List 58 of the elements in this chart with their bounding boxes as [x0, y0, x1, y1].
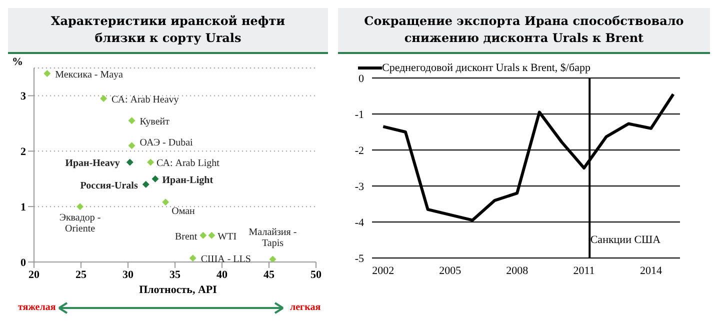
chart-title: Сокращение экспорта Ирана способствовало снижению дисконта Urals к Brent: [338, 8, 710, 54]
point: [208, 232, 216, 239]
y-tick-label: 1: [20, 201, 26, 214]
x-tick-label: 40: [216, 268, 228, 281]
annotation: Малайзия - Tapis: [248, 227, 297, 250]
x-tick-label: 20: [28, 268, 40, 281]
annotation: СА: Arab Heavy: [112, 94, 179, 106]
point: [152, 175, 159, 182]
point: [162, 198, 170, 206]
annotation: СА: Arab Light: [156, 158, 220, 170]
x-axis-title: Плотность, API: [138, 284, 218, 298]
x-tick-label: 2014: [640, 264, 662, 277]
x-tick-label: 25: [76, 268, 87, 281]
x-tick-label: 45: [264, 268, 275, 281]
annotation: WTI: [218, 231, 237, 242]
x-tick-label: 2005: [439, 264, 462, 277]
annotation: Иран-Light: [162, 174, 214, 186]
x-tick-label: 30: [122, 268, 134, 281]
y-tick-label: 0: [358, 72, 364, 85]
point: [189, 254, 196, 262]
annotation: Эквадор - Oriente: [59, 212, 101, 235]
x-tick-label: 50: [310, 268, 322, 281]
point: [200, 232, 207, 239]
x-tick-label: 35: [170, 268, 181, 281]
y-tick-label: -5: [354, 252, 364, 265]
annotation: Мексика - Maya: [55, 70, 124, 81]
point: [126, 158, 134, 166]
x-tick-label: 2011: [573, 264, 595, 277]
point: [142, 180, 150, 188]
annotation: Brent: [174, 231, 198, 242]
legend-label: Среднегодовой дисконт Urals к Brent, $/барр: [381, 62, 590, 74]
text: легкая: [290, 302, 321, 313]
point: [44, 70, 51, 78]
text: тяжелая: [18, 302, 56, 313]
annotation: ОАЭ - Dubai: [140, 138, 194, 149]
x-tick-label: 2002: [372, 264, 394, 277]
ref-line-label: Санкции США: [590, 234, 661, 246]
x-tick-label: 2008: [506, 264, 529, 277]
annotation: США - LLS: [200, 254, 251, 266]
y-tick-label: -3: [354, 180, 364, 193]
annotation: Россия-Urals: [80, 180, 138, 192]
annotation: Кувейт: [140, 116, 170, 128]
annotation: Иран-Heavy: [65, 158, 120, 170]
point: [128, 142, 136, 150]
annotation: Оман: [172, 206, 196, 218]
y-tick-label: -1: [354, 108, 364, 121]
y-tick-label: 3: [20, 90, 26, 103]
y-tick-label: -4: [354, 216, 364, 229]
y-tick-label: 0: [20, 256, 26, 269]
point: [76, 203, 84, 210]
point: [269, 256, 276, 262]
y-tick-label: 2: [20, 146, 26, 158]
y-tick-label: -2: [354, 144, 364, 157]
point: [128, 117, 136, 124]
y-axis-title: %: [12, 56, 23, 68]
point: [147, 158, 154, 166]
chart-title: Характеристики иранской нефти близки к сорту Urals: [8, 8, 328, 54]
point: [100, 94, 108, 102]
